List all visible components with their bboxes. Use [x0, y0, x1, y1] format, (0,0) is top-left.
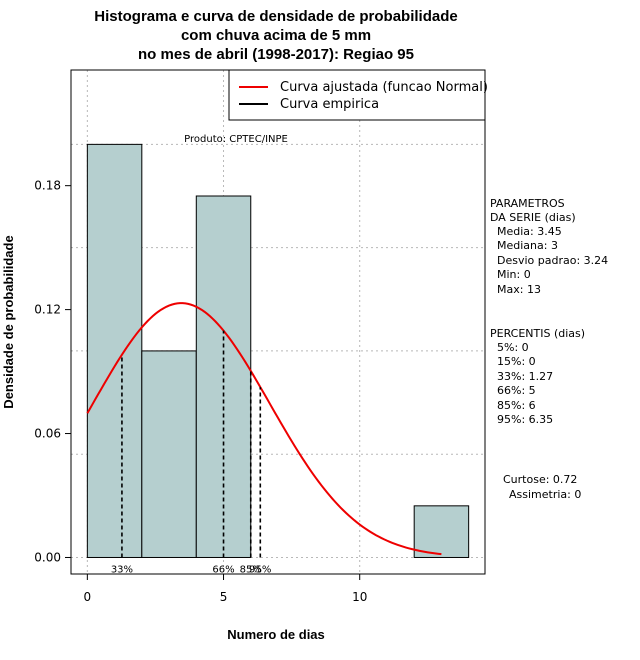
x-tick-label: 10 — [352, 590, 367, 604]
percentil-33: 33%: 1.27 — [497, 370, 553, 383]
source-note: Produto: CPTEC/INPE — [184, 134, 288, 145]
percentile-lines: 33% 66% 85%95% — [111, 330, 271, 575]
legend-label-normal: Curva ajustada (funcao Normal) — [280, 80, 488, 95]
y-tick-label: 0.00 — [34, 550, 61, 564]
param-max: Max: 13 — [497, 283, 541, 296]
percentil-15: 15%: 0 — [497, 355, 536, 368]
param-min: Min: 0 — [497, 268, 531, 281]
y-tick-label: 0.18 — [34, 179, 61, 193]
x-tick-label: 0 — [84, 590, 92, 604]
percentil-66: 66%: 5 — [497, 384, 536, 397]
normal-curve-layer — [86, 302, 442, 556]
parametros-subtitle: DA SERIE (dias) — [490, 211, 576, 224]
percentil-5: 5%: 0 — [497, 341, 529, 354]
x-axis-label: Numero de dias — [227, 627, 325, 642]
y-tick-label: 0.06 — [34, 427, 61, 441]
histogram-bar — [195, 195, 252, 558]
side-panel: PARAMETROS DA SERIE (dias) Media: 3.45 M… — [490, 197, 608, 501]
param-mediana: Mediana: 3 — [497, 239, 558, 252]
chart-title-line-3: no mes de abril (1998-2017): Regiao 95 — [138, 46, 414, 63]
parametros-title: PARAMETROS — [490, 197, 565, 210]
curtose-value: Curtose: 0.72 — [503, 473, 577, 486]
param-media: Media: 3.45 — [497, 225, 562, 238]
percentile-label: 95% — [249, 564, 271, 575]
percentile-label: 85% — [240, 564, 262, 575]
y-tick-label: 0.12 — [34, 303, 61, 317]
percentil-95: 95%: 6.35 — [497, 413, 553, 426]
percentis-title: PERCENTIS (dias) — [490, 327, 585, 340]
legend: Curva ajustada (funcao Normal) Curva emp… — [228, 69, 488, 121]
histogram-bars — [86, 143, 470, 558]
percentil-85: 85%: 6 — [497, 399, 536, 412]
normal-fit-curve — [86, 302, 442, 556]
histogram-bar — [141, 350, 197, 558]
percentile-label: 66% — [212, 564, 234, 575]
y-axis-label: Densidade de probabilidade — [1, 235, 16, 408]
x-tick-label: 5 — [220, 590, 228, 604]
legend-box — [228, 69, 486, 121]
histogram-bar — [86, 143, 143, 558]
percentile-label: 33% — [111, 564, 133, 575]
chart-title-line-2: com chuva acima de 5 mm — [181, 27, 371, 44]
legend-label-empirical: Curva empirica — [280, 97, 379, 112]
histogram-bar — [413, 505, 470, 558]
param-desvio: Desvio padrao: 3.24 — [497, 254, 608, 267]
chart-title-line-1: Histograma e curva de densidade de proba… — [94, 8, 457, 25]
assimetria-value: Assimetria: 0 — [509, 488, 581, 501]
axes: 0 5 10 0.00 0.06 0.12 0.18 — [34, 179, 367, 604]
